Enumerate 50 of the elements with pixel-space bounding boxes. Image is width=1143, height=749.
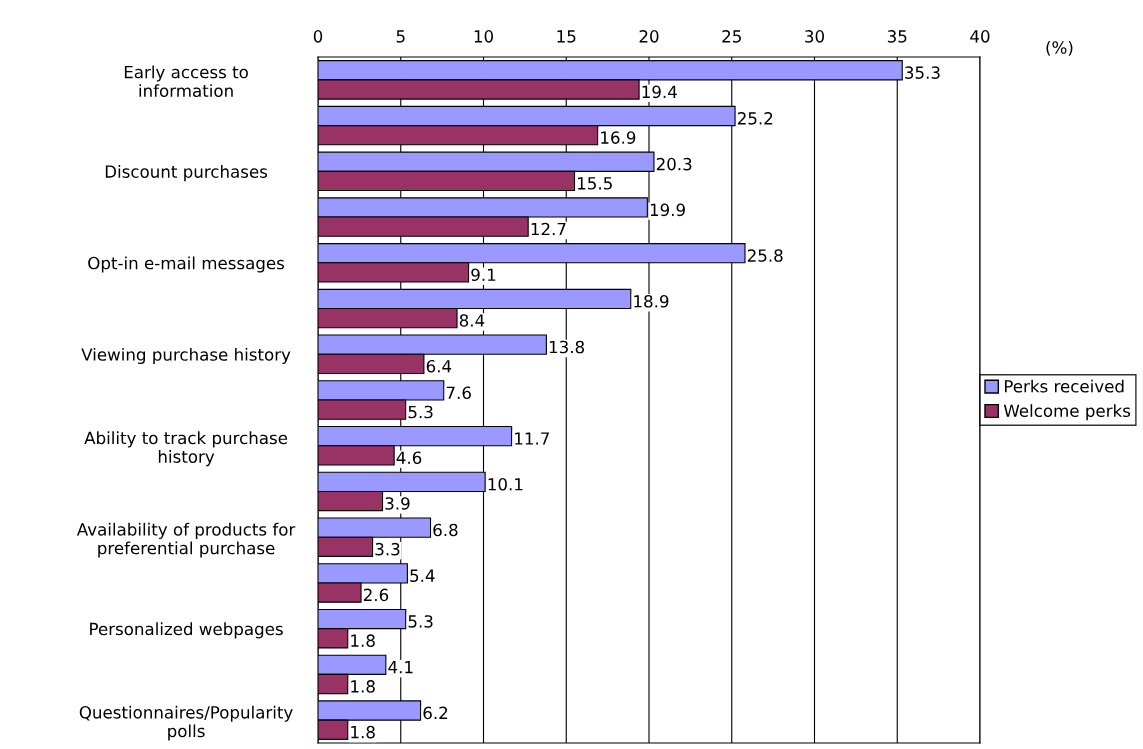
x-axis-title: (%)	[1046, 40, 1073, 56]
y-tick-label: Early access to information	[124, 65, 248, 98]
data-label: 20.3	[656, 157, 692, 171]
data-label: 8.4	[459, 314, 485, 327]
data-label: 11.7	[515, 432, 549, 445]
data-label: 1.8	[351, 634, 375, 647]
y-tick-label: Discount purchases	[105, 165, 268, 182]
y-tick-label: Personalized webpages	[90, 622, 283, 639]
x-tick-label: 5	[396, 30, 405, 43]
data-label: 19.9	[650, 203, 685, 217]
data-label: 4.1	[388, 661, 413, 674]
data-label: 10.1	[488, 477, 523, 491]
x-tick-label: 15	[557, 30, 576, 43]
data-label: 5.3	[408, 405, 433, 419]
data-label: 9.1	[471, 268, 496, 282]
data-label: 15.5	[578, 177, 612, 190]
data-label: 16.9	[601, 131, 636, 144]
x-tick-label: 40	[970, 30, 990, 43]
x-tick-label: 35	[887, 30, 907, 43]
x-tick-label: 25	[722, 30, 741, 43]
x-tick-label: 10	[474, 30, 493, 43]
data-label: 6.8	[433, 523, 458, 537]
data-label: 19.4	[642, 85, 677, 99]
y-tick-label: Availability of products for preferential purchase	[76, 522, 296, 558]
data-label: 1.8	[351, 680, 375, 693]
data-label: 6.4	[426, 359, 452, 373]
data-label: 5.4	[410, 569, 435, 583]
y-tick-label: Opt-in e-mail messages	[88, 256, 285, 273]
legend-label: Welcome perks	[1003, 404, 1131, 421]
y-tick-label: Ability to track purchase history	[84, 431, 288, 467]
y-tick-label: Questionnaires/Popularity polls	[79, 705, 293, 741]
data-label: 6.2	[423, 706, 448, 720]
data-label: 12.7	[531, 222, 566, 236]
data-label: 35.3	[905, 66, 940, 79]
data-label: 3.9	[385, 497, 410, 510]
data-label: 13.8	[549, 340, 585, 354]
data-label: 18.9	[634, 295, 669, 308]
data-label: 25.2	[737, 112, 773, 125]
x-tick-label: 30	[805, 30, 824, 43]
data-label: 4.6	[396, 451, 422, 465]
data-label: 7.6	[446, 386, 471, 400]
data-label: 3.3	[375, 542, 400, 556]
data-label: 5.3	[408, 615, 433, 628]
y-tick-label: Viewing purchase history	[81, 347, 291, 365]
data-label: 25.8	[747, 249, 783, 262]
x-tick-label: 0	[313, 30, 323, 43]
x-tick-label: 20	[639, 30, 659, 43]
data-label: 1.8	[351, 725, 375, 739]
legend-label: Perks received	[1004, 379, 1124, 393]
data-label: 2.6	[363, 588, 389, 602]
